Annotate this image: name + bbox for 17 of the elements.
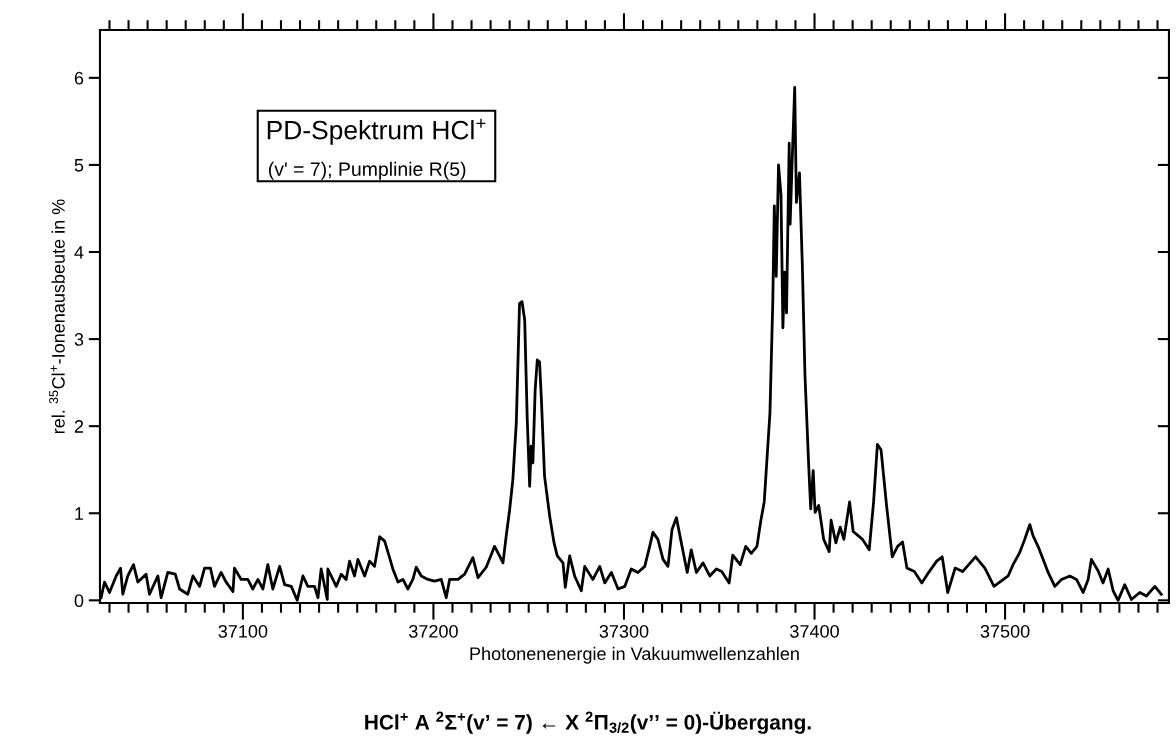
x-tick-label: 37400 [790, 624, 839, 638]
y-axis-title: rel. $^{35}$Cl$^{+}$-Ionenausbeute in % [49, 199, 65, 434]
y-tick-label: 3 [74, 333, 84, 346]
y-tick-label: 1 [75, 507, 84, 520]
y-tick-label: 5 [74, 159, 84, 172]
x-tick-label: 37200 [409, 624, 458, 638]
text: HCl$^{+}$ A $^{2}$Σ$^{+}$(v’ = 7) ← X $^{2}$Π$_{3/2}$(v’’ = 0)-Übergang. [365, 711, 811, 734]
y-tick-label: 6 [74, 71, 84, 85]
y-tick-label: 4 [74, 246, 84, 259]
y-tick-label: 2 [74, 420, 84, 433]
x-axis-title: Photonenenergie in Vakuumwellenzahlen [470, 646, 799, 664]
annotation: PD-Spektrum HCl$^{+}$ [267, 118, 486, 145]
x-tick-label: 37300 [599, 624, 649, 638]
annotation: (v' = 7); Pumplinie R(5) [269, 161, 466, 180]
y-tick-label: 0 [74, 594, 84, 608]
x-tick-label: 37500 [980, 624, 1030, 638]
x-tick-label: 37100 [218, 624, 268, 638]
